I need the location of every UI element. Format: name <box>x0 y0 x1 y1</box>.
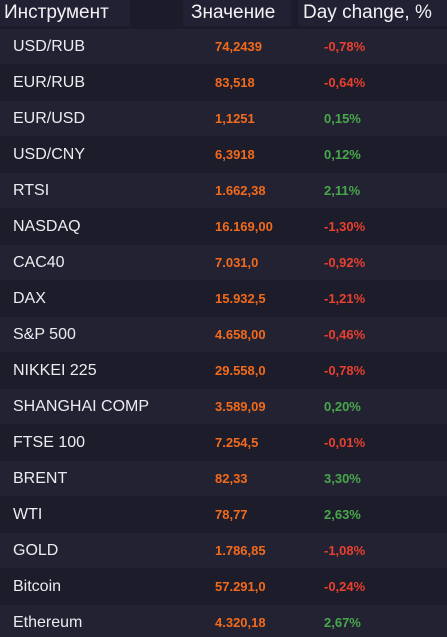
instrument-value: 1,1251 <box>215 111 255 126</box>
instrument-name: CAC40 <box>13 254 65 271</box>
instrument-value: 78,77 <box>215 507 248 522</box>
instrument-value: 57.291,0 <box>215 579 266 594</box>
day-change: -0,24% <box>324 579 366 594</box>
day-change: -0,64% <box>324 75 366 90</box>
instrument-name: DAX <box>13 290 46 307</box>
instrument-name: S&P 500 <box>13 326 76 343</box>
instrument-value: 83,518 <box>215 75 255 90</box>
table-row[interactable]: Bitcoin 57.291,0 -0,24% <box>0 569 447 604</box>
day-change: 0,15% <box>324 111 361 126</box>
instrument-name: FTSE 100 <box>13 434 86 451</box>
day-change: -1,08% <box>324 543 366 558</box>
table-header: Инструмент Значение Day change, % <box>0 0 447 29</box>
instrument-value: 7.254,5 <box>215 435 259 450</box>
table-row[interactable]: SHANGHAI COMP 3.589,09 0,20% <box>0 389 447 424</box>
table-body: USD/RUB 74,2439 -0,78% EUR/RUB 83,518 -0,64% E… <box>0 29 447 637</box>
day-change: -0,01% <box>324 435 366 450</box>
instrument-value: 15.932,5 <box>215 291 266 306</box>
table-row[interactable]: S&P 500 4.658,00 -0,46% <box>0 317 447 352</box>
instrument-value: 4.658,00 <box>215 327 266 342</box>
table-row[interactable]: EUR/USD 1,1251 0,15% <box>0 101 447 136</box>
column-header-value[interactable]: Значение <box>183 0 291 26</box>
table-row[interactable]: CAC40 7.031,0 -0,92% <box>0 245 447 280</box>
table-row[interactable]: WTI 78,77 2,63% <box>0 497 447 532</box>
instrument-name: WTI <box>13 506 43 523</box>
day-change: -0,78% <box>324 363 366 378</box>
instrument-value: 4.320,18 <box>215 615 266 630</box>
instrument-name: EUR/USD <box>13 110 86 127</box>
instrument-value: 1.662,38 <box>215 183 266 198</box>
instrument-name: GOLD <box>13 542 59 559</box>
table-row[interactable]: FTSE 100 7.254,5 -0,01% <box>0 425 447 460</box>
instrument-value: 82,33 <box>215 471 248 486</box>
table-row[interactable]: EUR/RUB 83,518 -0,64% <box>0 65 447 100</box>
table-row[interactable]: RTSI 1.662,38 2,11% <box>0 173 447 208</box>
instrument-value: 6,3918 <box>215 147 255 162</box>
day-change: -1,21% <box>324 291 366 306</box>
instrument-name: Ethereum <box>13 614 83 631</box>
table-row[interactable]: GOLD 1.786,85 -1,08% <box>0 533 447 568</box>
table-row[interactable]: NASDAQ 16.169,00 -1,30% <box>0 209 447 244</box>
table-row[interactable]: BRENT 82,33 3,30% <box>0 461 447 496</box>
column-header-instrument[interactable]: Инструмент <box>0 0 130 26</box>
table-row[interactable]: USD/RUB 74,2439 -0,78% <box>0 29 447 64</box>
day-change: 0,12% <box>324 147 361 162</box>
instrument-name: RTSI <box>13 182 50 199</box>
day-change: 2,11% <box>324 183 361 198</box>
instrument-name: USD/CNY <box>13 146 86 163</box>
column-header-change[interactable]: Day change, % <box>298 0 447 26</box>
day-change: -1,30% <box>324 219 366 234</box>
instrument-value: 74,2439 <box>215 39 262 54</box>
instrument-name: EUR/RUB <box>13 74 86 91</box>
instrument-value: 3.589,09 <box>215 399 266 414</box>
instrument-name: SHANGHAI COMP <box>13 398 150 415</box>
table-row[interactable]: Ethereum 4.320,18 2,67% <box>0 605 447 637</box>
table-row[interactable]: USD/CNY 6,3918 0,12% <box>0 137 447 172</box>
day-change: 2,63% <box>324 507 361 522</box>
day-change: 2,67% <box>324 615 361 630</box>
day-change: 3,30% <box>324 471 361 486</box>
instrument-value: 16.169,00 <box>215 219 273 234</box>
instrument-name: USD/RUB <box>13 38 86 55</box>
instrument-name: NIKKEI 225 <box>13 362 97 379</box>
day-change: -0,78% <box>324 39 366 54</box>
instrument-name: Bitcoin <box>13 578 62 595</box>
instrument-value: 29.558,0 <box>215 363 266 378</box>
day-change: 0,20% <box>324 399 361 414</box>
table-row[interactable]: DAX 15.932,5 -1,21% <box>0 281 447 316</box>
day-change: -0,46% <box>324 327 366 342</box>
table-row[interactable]: NIKKEI 225 29.558,0 -0,78% <box>0 353 447 388</box>
day-change: -0,92% <box>324 255 366 270</box>
instrument-name: BRENT <box>13 470 68 487</box>
instrument-value: 1.786,85 <box>215 543 266 558</box>
instrument-value: 7.031,0 <box>215 255 259 270</box>
instrument-name: NASDAQ <box>13 218 81 235</box>
